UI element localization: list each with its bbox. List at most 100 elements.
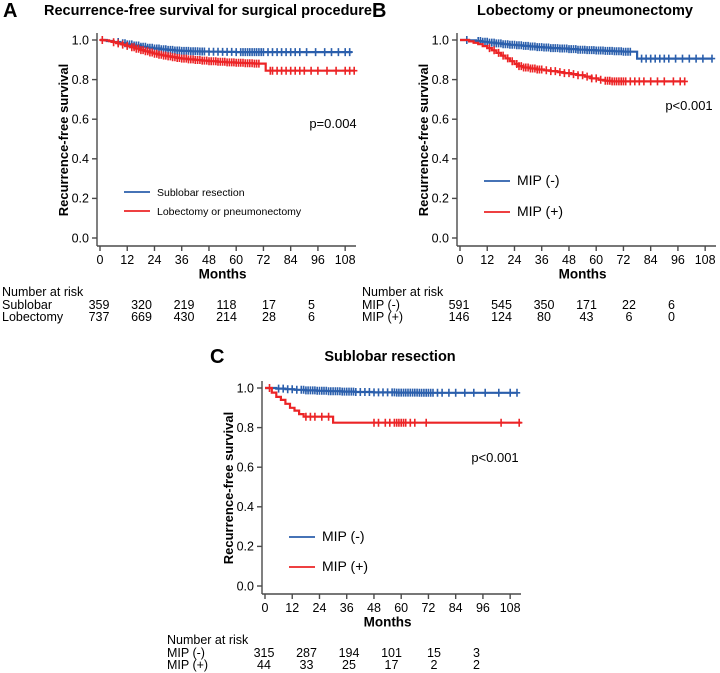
risk-count: 219: [174, 298, 195, 312]
risk-count: 124: [491, 310, 512, 324]
risk-count: 6: [308, 310, 315, 324]
y-tick-label: 0.0: [432, 231, 449, 245]
risk-count: 118: [217, 298, 237, 312]
risk-count: 320: [131, 298, 152, 312]
risk-count: 214: [216, 310, 237, 324]
risk-count: 5: [308, 298, 315, 312]
risk-count: 545: [491, 298, 512, 312]
x-tick-label: 60: [589, 253, 603, 267]
y-tick-label: 0.4: [237, 500, 254, 514]
km-plot-c: 0.0 0.2 0.4 0.6 0.8 1.0 0 12 24 36 48 60 72 84 96 108 Mo…: [167, 381, 523, 672]
risk-count: 43: [580, 310, 594, 324]
risk-count: 101: [381, 646, 402, 660]
x-tick-label: 0: [97, 253, 104, 267]
risk-count: 737: [89, 310, 110, 324]
x-tick-label: 24: [313, 601, 327, 615]
risk-count: 194: [339, 646, 360, 660]
risk-count: 17: [262, 298, 276, 312]
x-tick-label: 60: [229, 253, 243, 267]
x-tick-label: 96: [476, 601, 490, 615]
risk-table-title: Number at risk: [167, 633, 249, 647]
risk-count: 146: [449, 310, 470, 324]
p-value-label: p<0.001: [471, 450, 518, 465]
y-tick-label: 0.6: [72, 113, 89, 127]
y-axis-label: Recurrence-free survival: [221, 412, 236, 564]
risk-count: 33: [300, 658, 314, 672]
x-tick-label: 36: [340, 601, 354, 615]
x-tick-label: 0: [457, 253, 464, 267]
y-axis-label: Recurrence-free survival: [416, 64, 431, 216]
x-tick-label: 72: [256, 253, 270, 267]
risk-count: 669: [131, 310, 152, 324]
x-tick-label: 48: [562, 253, 576, 267]
y-axis-label: Recurrence-free survival: [56, 64, 71, 216]
x-tick-label: 108: [695, 253, 716, 267]
risk-count: 28: [262, 310, 276, 324]
panel-letter-b: B: [372, 0, 387, 22]
risk-count: 359: [89, 298, 110, 312]
risk-count: 0: [668, 310, 675, 324]
risk-table-title: Number at risk: [362, 285, 444, 299]
risk-count: 80: [537, 310, 551, 324]
risk-count: 15: [427, 646, 441, 660]
x-tick-label: 108: [500, 601, 521, 615]
panel-a: A Recurrence-free survival for surgical …: [0, 0, 392, 330]
p-value-label: p=0.004: [309, 116, 356, 131]
risk-count: 171: [576, 298, 597, 312]
risk-table-title: Number at risk: [2, 285, 84, 299]
risk-count: 2: [431, 658, 438, 672]
km-plot-a: 0.0 0.2 0.4 0.6 0.8 1.0 0 12 24 36 48 60 72 84 96 108 Mo…: [2, 33, 358, 324]
x-tick-label: 84: [284, 253, 298, 267]
risk-count: 430: [174, 310, 195, 324]
panel-title-a: Recurrence-free survival for surgical pr…: [44, 3, 372, 19]
x-tick-label: 36: [175, 253, 189, 267]
censor-marks-blue: [275, 384, 521, 397]
risk-count: 25: [342, 658, 356, 672]
legend-label-blue: MIP (-): [517, 172, 560, 188]
y-tick-label: 0.4: [72, 152, 89, 166]
p-value-label: p<0.001: [665, 98, 712, 113]
risk-count: 6: [626, 310, 633, 324]
risk-row-label: MIP (+): [362, 310, 403, 324]
x-tick-label: 0: [262, 601, 269, 615]
y-tick-label: 0.6: [237, 461, 254, 475]
x-tick-label: 60: [394, 601, 408, 615]
y-tick-label: 1.0: [72, 33, 89, 47]
x-tick-label: 48: [202, 253, 216, 267]
x-tick-label: 72: [616, 253, 630, 267]
panel-title-b: Lobectomy or pneumonectomy: [477, 3, 693, 19]
risk-count: 6: [668, 298, 675, 312]
risk-count: 287: [296, 646, 317, 660]
y-tick-label: 0.4: [432, 152, 449, 166]
panel-letter-a: A: [3, 0, 18, 22]
km-plot-b: 0.00.20.40.60.81.00 12 24 36 48 60 72 84 96 108Mo…: [362, 33, 716, 324]
x-tick-label: 36: [535, 253, 549, 267]
legend-label-red: MIP (+): [322, 558, 368, 574]
x-tick-label: 72: [421, 601, 435, 615]
risk-count: 44: [257, 658, 271, 672]
x-tick-label: 12: [480, 253, 494, 267]
censor-marks-blue: [463, 36, 716, 63]
y-tick-label: 0.8: [237, 421, 254, 435]
x-tick-label: 96: [311, 253, 325, 267]
y-tick-label: 0.8: [72, 73, 89, 87]
risk-row-label: MIP (+): [167, 658, 208, 672]
censor-marks-red: [266, 384, 523, 427]
x-axis-label: Months: [559, 267, 607, 282]
x-tick-label: 24: [508, 253, 522, 267]
risk-row-label: Lobectomy: [2, 310, 64, 324]
risk-row-label: Sublobar: [2, 298, 52, 312]
y-tick-label: 0.0: [72, 231, 89, 245]
y-tick-label: 0.8: [432, 73, 449, 87]
legend-label-red: Lobectomy or pneumonectomy: [157, 206, 302, 218]
y-tick-label: 0.6: [432, 113, 449, 127]
panel-letter-c: C: [210, 346, 225, 368]
x-tick-label: 48: [367, 601, 381, 615]
y-tick-label: 1.0: [237, 381, 254, 395]
risk-row-label: MIP (-): [167, 646, 205, 660]
risk-count: 3: [473, 646, 480, 660]
panel-title-c: Sublobar resection: [324, 349, 456, 365]
x-tick-label: 12: [120, 253, 134, 267]
censor-marks-red: [486, 44, 688, 86]
